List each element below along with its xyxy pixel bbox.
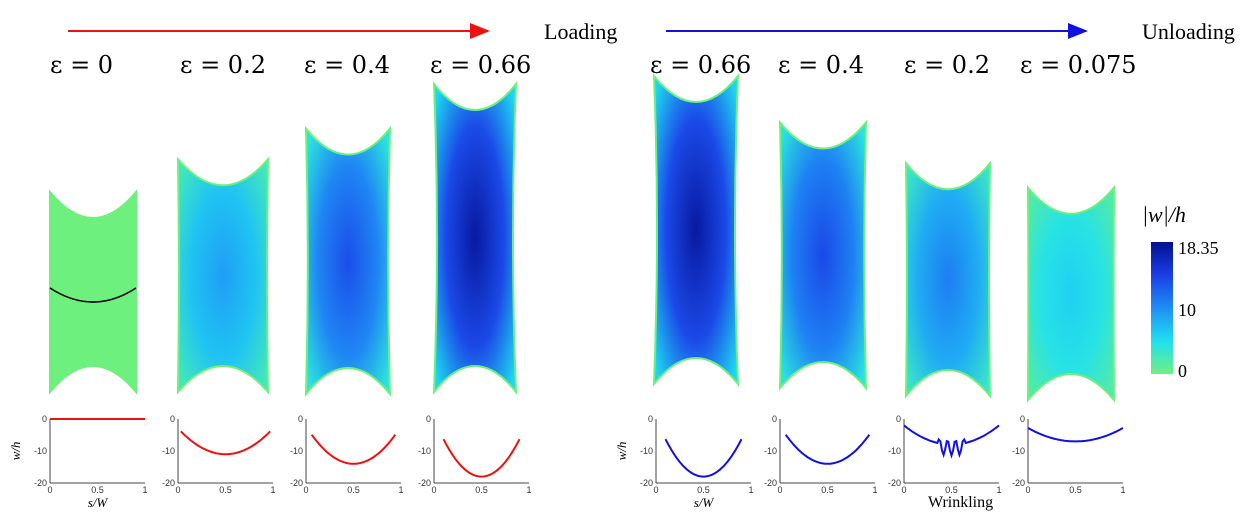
x-tick-label: 0.5 <box>945 485 958 495</box>
x-tick-label: 0.5 <box>697 485 710 495</box>
strain-label-loading-1: ε = 0 <box>50 51 113 79</box>
x-tick-label: 0 <box>1025 485 1030 495</box>
colorbar-min-label: 0 <box>1178 361 1187 381</box>
strain-label-loading-2: ε = 0.2 <box>180 51 266 79</box>
x-tick-label: 0 <box>47 485 52 495</box>
x-tick-label: 0.5 <box>91 485 104 495</box>
deflection-curve <box>784 434 871 465</box>
midline-profile-curve <box>49 287 137 303</box>
strain-label-unloading-4: ε = 0.075 <box>1020 51 1137 79</box>
shape-unloading-1 <box>652 73 740 387</box>
deflection-curve <box>310 434 397 465</box>
deflection-plot-3: 0-10-200 0.5 1 <box>290 414 404 495</box>
y-tick-label: -20 <box>1012 478 1025 488</box>
colorbar-title: |w|/h <box>1142 202 1186 227</box>
y-tick-label: 0 <box>648 414 653 424</box>
x-tick-label: 1 <box>270 485 275 495</box>
deflection-curve <box>442 438 521 478</box>
deflection-plot-7: 0-10-200 0.5 1 <box>888 414 1002 495</box>
shape-loading-1 <box>49 189 138 395</box>
x-tick-label: 1 <box>398 485 403 495</box>
x-tick-label: 0 <box>175 485 180 495</box>
colorbar-mid-label: 10 <box>1178 300 1196 320</box>
x-tick-label: 1 <box>872 485 877 495</box>
y-tick-label: -10 <box>640 446 653 456</box>
shape-loading-3 <box>304 125 392 397</box>
deflection-plot-5: 0-10-200 0.5 1w/hs/W <box>614 414 754 510</box>
y-tick-label: -20 <box>764 478 777 488</box>
deflection-curve <box>664 438 743 478</box>
x-tick-label: 0.5 <box>821 485 834 495</box>
shape-unloading-3 <box>904 160 992 399</box>
strain-label-unloading-2: ε = 0.4 <box>778 51 864 79</box>
shape-unloading-2 <box>778 119 868 391</box>
strain-label-unloading-3: ε = 0.2 <box>904 51 990 79</box>
x-tick-label: 0 <box>653 485 658 495</box>
wrinkling-label: Wrinkling <box>928 494 993 511</box>
y-tick-label: -10 <box>34 446 47 456</box>
y-tick-label: 0 <box>896 414 901 424</box>
x-tick-label: 0 <box>777 485 782 495</box>
y-tick-label: -20 <box>162 478 175 488</box>
deflection-plot-2: 0-10-200 0.5 1 <box>162 414 276 495</box>
y-tick-label: 0 <box>170 414 175 424</box>
x-tick-label: 1 <box>1120 485 1125 495</box>
y-tick-label: 0 <box>298 414 303 424</box>
shape-unloading-4 <box>1026 184 1116 403</box>
colorbar-max-label: 18.35 <box>1178 238 1219 258</box>
x-tick-label: 1 <box>526 485 531 495</box>
unloading-label: Unloading <box>1142 19 1235 44</box>
x-tick-label: 0.5 <box>347 485 360 495</box>
y-tick-label: -10 <box>1012 446 1025 456</box>
strain-label-loading-4: ε = 0.66 <box>430 51 531 79</box>
x-axis-label: s/W <box>694 495 715 510</box>
deflection-plot-1: 0-10-200 0.5 1w/hs/W <box>8 414 148 510</box>
x-tick-label: 1 <box>748 485 753 495</box>
loading-label: Loading <box>544 19 617 44</box>
y-tick-label: -10 <box>162 446 175 456</box>
colorbar <box>1151 242 1173 374</box>
y-tick-label: -10 <box>290 446 303 456</box>
y-tick-label: 0 <box>42 414 47 424</box>
y-tick-label: 0 <box>426 414 431 424</box>
x-tick-label: 0.5 <box>219 485 232 495</box>
y-tick-label: -10 <box>418 446 431 456</box>
x-tick-label: 0 <box>901 485 906 495</box>
deflection-curve <box>1027 427 1124 443</box>
y-axis-label: w/h <box>614 442 629 461</box>
deflection-curve <box>903 424 1000 459</box>
deflection-plot-6: 0-10-200 0.5 1 <box>764 414 878 495</box>
x-tick-label: 0 <box>431 485 436 495</box>
y-tick-label: -20 <box>888 478 901 488</box>
y-tick-label: -20 <box>640 478 653 488</box>
x-tick-label: 0.5 <box>475 485 488 495</box>
y-tick-label: 0 <box>1020 414 1025 424</box>
shape-loading-4 <box>432 80 518 396</box>
x-tick-label: 1 <box>142 485 147 495</box>
strain-label-unloading-1: ε = 0.66 <box>650 51 751 79</box>
x-axis-label: s/W <box>88 495 109 510</box>
x-tick-label: 0 <box>303 485 308 495</box>
deflection-plot-8: 0-10-200 0.5 1 <box>1012 414 1126 495</box>
y-tick-label: -20 <box>290 478 303 488</box>
x-tick-label: 0.5 <box>1069 485 1082 495</box>
strain-label-loading-3: ε = 0.4 <box>304 51 390 79</box>
deflection-plot-4: 0-10-200 0.5 1 <box>418 414 532 495</box>
deflection-curve <box>180 430 271 456</box>
x-tick-label: 1 <box>996 485 1001 495</box>
y-tick-label: -10 <box>888 446 901 456</box>
y-axis-label: w/h <box>8 442 23 461</box>
y-tick-label: -20 <box>418 478 431 488</box>
y-tick-label: 0 <box>772 414 777 424</box>
shape-loading-2 <box>176 156 270 395</box>
y-tick-label: -20 <box>34 478 47 488</box>
y-tick-label: -10 <box>764 446 777 456</box>
